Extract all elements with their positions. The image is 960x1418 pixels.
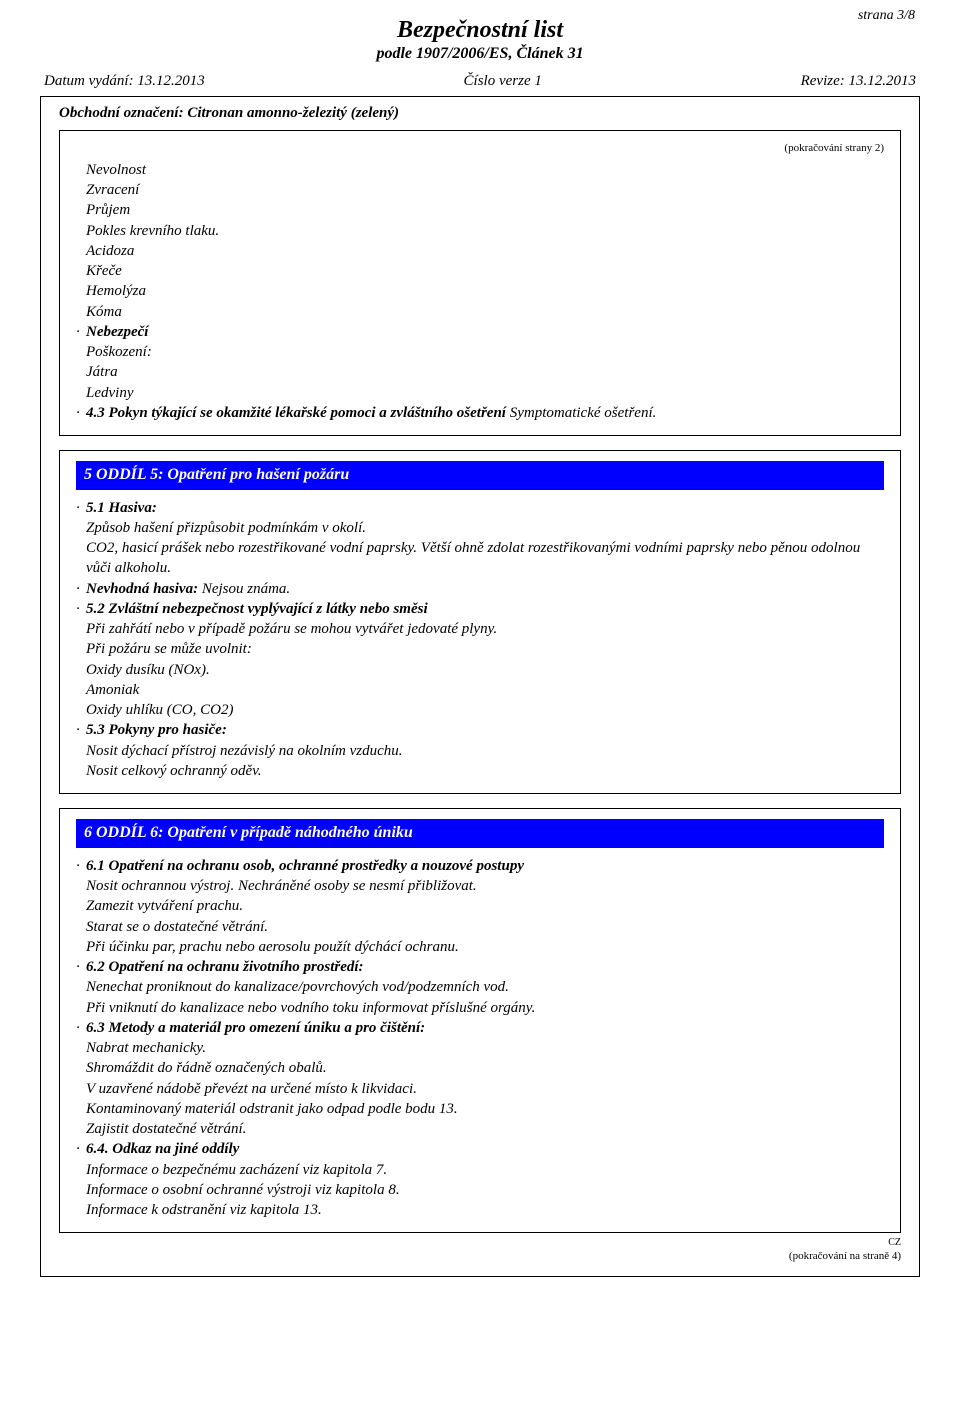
s63-text: Kontaminovaný materiál odstranit jako od… bbox=[76, 1099, 884, 1119]
hazard-label: Nebezpečí bbox=[86, 324, 148, 340]
s63-text: Zajistit dostatečné větrání. bbox=[76, 1119, 884, 1139]
s61-text: Při účinku par, prachu nebo aerosolu pou… bbox=[76, 937, 884, 957]
section-4-continuation-box: (pokračování strany 2) Nevolnost Zvracen… bbox=[59, 130, 901, 436]
s51-label: 5.1 Hasiva: bbox=[86, 500, 157, 516]
damage-line: Ledviny bbox=[76, 383, 884, 403]
s53-text: Nosit dýchací přístroj nezávislý na okol… bbox=[76, 741, 884, 761]
hazard-heading: Nebezpečí bbox=[76, 322, 884, 342]
section-5-box: 5 ODDÍL 5: Opatření pro hašení požáru 5.… bbox=[59, 450, 901, 794]
s52-text: Amoniak bbox=[76, 680, 884, 700]
s64-text: Informace o bezpečnému zacházení viz kap… bbox=[76, 1160, 884, 1180]
s61-text: Nosit ochrannou výstroj. Nechráněné osob… bbox=[76, 876, 884, 896]
continuation-note-top: (pokračování strany 2) bbox=[76, 141, 884, 156]
s64-label: 6.4. Odkaz na jiné oddíly bbox=[86, 1141, 239, 1157]
issue-date: Datum vydání: 13.12.2013 bbox=[44, 73, 205, 90]
damage-label: Poškození: bbox=[76, 342, 884, 362]
version-number: Číslo verze 1 bbox=[464, 73, 542, 90]
section-5-1: 5.1 Hasiva: bbox=[76, 498, 884, 518]
s52-text: Oxidy uhlíku (CO, CO2) bbox=[76, 700, 884, 720]
section-6-4: 6.4. Odkaz na jiné oddíly bbox=[76, 1139, 884, 1159]
symptom-line: Křeče bbox=[86, 261, 884, 281]
continuation-note-bottom: (pokračování na straně 4) bbox=[59, 1250, 901, 1262]
s63-text: Nabrat mechanicky. bbox=[76, 1038, 884, 1058]
trade-name: Obchodní označení: Citronan amonno-želez… bbox=[59, 105, 901, 122]
content-frame: Obchodní označení: Citronan amonno-želez… bbox=[40, 96, 920, 1277]
s63-text: V uzavřené nádobě převézt na určené míst… bbox=[76, 1079, 884, 1099]
s61-label: 6.1 Opatření na ochranu osob, ochranné p… bbox=[86, 858, 524, 874]
s62-text: Při vniknutí do kanalizace nebo vodního … bbox=[76, 998, 884, 1018]
s63-label: 6.3 Metody a materiál pro omezení úniku … bbox=[86, 1020, 425, 1036]
page: strana 3/8 Bezpečnostní list podle 1907/… bbox=[0, 0, 960, 1307]
s51-text: CO2, hasicí prášek nebo rozestřikované v… bbox=[76, 538, 884, 579]
s64-text: Informace k odstranění viz kapitola 13. bbox=[76, 1200, 884, 1220]
section-5-2: 5.2 Zvláštní nebezpečnost vyplývající z … bbox=[76, 599, 884, 619]
symptom-list: Nevolnost Zvracení Průjem Pokles krevníh… bbox=[76, 160, 884, 322]
section-5-banner: 5 ODDÍL 5: Opatření pro hašení požáru bbox=[76, 461, 884, 490]
country-code: CZ bbox=[59, 1237, 901, 1248]
s53-text: Nosit celkový ochranný oděv. bbox=[76, 761, 884, 781]
s52-text: Při zahřátí nebo v případě požáru se moh… bbox=[76, 619, 884, 639]
section-4-3: 4.3 Pokyn týkající se okamžité lékařské … bbox=[76, 403, 884, 423]
s51-text: Způsob hašení přizpůsobit podmínkám v ok… bbox=[76, 518, 884, 538]
s62-text: Nenechat proniknout do kanalizace/povrch… bbox=[76, 977, 884, 997]
s61-text: Starat se o dostatečné větrání. bbox=[76, 917, 884, 937]
symptom-line: Průjem bbox=[86, 200, 884, 220]
s43-label: 4.3 Pokyn týkající se okamžité lékařské … bbox=[86, 405, 506, 421]
symptom-line: Kóma bbox=[86, 302, 884, 322]
section-6-1: 6.1 Opatření na ochranu osob, ochranné p… bbox=[76, 856, 884, 876]
section-6-box: 6 ODDÍL 6: Opatření v případě náhodného … bbox=[59, 808, 901, 1233]
s53-label: 5.3 Pokyny pro hasiče: bbox=[86, 722, 227, 738]
page-number: strana 3/8 bbox=[858, 8, 915, 24]
s61-text: Zamezit vytváření prachu. bbox=[76, 896, 884, 916]
unsuitable-text: Nejsou známa. bbox=[198, 581, 290, 597]
s62-label: 6.2 Opatření na ochranu životního prostř… bbox=[86, 959, 364, 975]
symptom-line: Hemolýza bbox=[86, 281, 884, 301]
s64-text: Informace o osobní ochranné výstroji viz… bbox=[76, 1180, 884, 1200]
unsuitable-extinguishers: Nevhodná hasiva: Nejsou známa. bbox=[76, 579, 884, 599]
document-title: Bezpečnostní list bbox=[40, 17, 920, 44]
meta-row: Datum vydání: 13.12.2013 Číslo verze 1 R… bbox=[40, 73, 920, 90]
symptom-line: Nevolnost bbox=[86, 160, 884, 180]
section-5-3: 5.3 Pokyny pro hasiče: bbox=[76, 720, 884, 740]
s43-text: Symptomatické ošetření. bbox=[506, 405, 656, 421]
section-6-3: 6.3 Metody a materiál pro omezení úniku … bbox=[76, 1018, 884, 1038]
s52-label: 5.2 Zvláštní nebezpečnost vyplývající z … bbox=[86, 601, 428, 617]
symptom-line: Zvracení bbox=[86, 180, 884, 200]
s63-text: Shromáždit do řádně označených obalů. bbox=[76, 1058, 884, 1078]
s52-text: Při požáru se může uvolnit: bbox=[76, 639, 884, 659]
s52-text: Oxidy dusíku (NOx). bbox=[76, 660, 884, 680]
symptom-line: Acidoza bbox=[86, 241, 884, 261]
document-subtitle: podle 1907/2006/ES, Článek 31 bbox=[40, 45, 920, 63]
damage-line: Játra bbox=[76, 362, 884, 382]
unsuitable-label: Nevhodná hasiva: bbox=[86, 581, 198, 597]
section-6-2: 6.2 Opatření na ochranu životního prostř… bbox=[76, 957, 884, 977]
revision-date: Revize: 13.12.2013 bbox=[801, 73, 916, 90]
section-6-banner: 6 ODDÍL 6: Opatření v případě náhodného … bbox=[76, 819, 884, 848]
symptom-line: Pokles krevního tlaku. bbox=[86, 221, 884, 241]
